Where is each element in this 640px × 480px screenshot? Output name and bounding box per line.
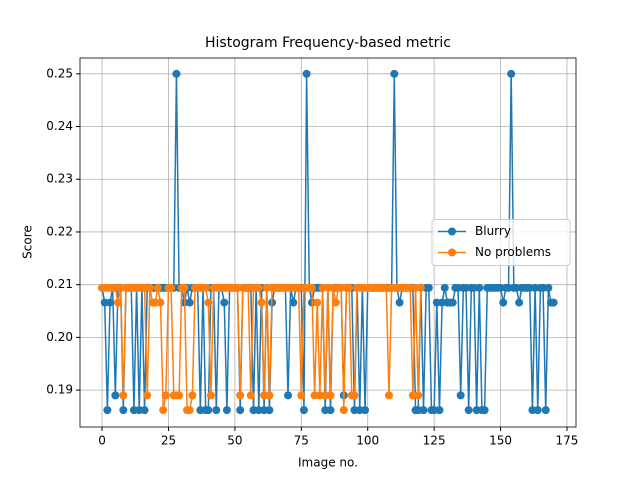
- data-point: [307, 283, 316, 292]
- data-point: [106, 298, 115, 307]
- data-point: [533, 406, 542, 415]
- data-point: [204, 406, 213, 415]
- data-point: [395, 298, 404, 307]
- y-tick-label: 0.23: [46, 172, 73, 186]
- data-point: [440, 283, 449, 292]
- data-point: [284, 391, 293, 400]
- data-point: [111, 391, 120, 400]
- data-point: [143, 391, 152, 400]
- data-point: [475, 283, 484, 292]
- y-tick-label: 0.21: [46, 277, 73, 291]
- data-point: [297, 391, 306, 400]
- data-point: [515, 298, 524, 307]
- data-point: [175, 391, 184, 400]
- data-point: [350, 391, 359, 400]
- data-point: [414, 391, 423, 400]
- y-tick-label: 0.24: [46, 119, 73, 133]
- legend-box: [431, 219, 571, 266]
- data-point: [246, 391, 255, 400]
- data-point: [361, 406, 370, 415]
- data-point: [103, 406, 112, 415]
- data-point: [188, 391, 197, 400]
- data-point: [464, 406, 473, 415]
- data-point: [119, 391, 128, 400]
- chart-title: Histogram Frequency-based metric: [205, 35, 451, 51]
- data-point: [254, 283, 263, 292]
- data-point: [236, 391, 245, 400]
- data-point: [204, 298, 213, 307]
- data-point: [201, 283, 210, 292]
- x-tick-label: 0: [98, 434, 106, 448]
- legend-label: No problems: [475, 245, 551, 259]
- data-point: [416, 283, 425, 292]
- data-point: [185, 298, 194, 307]
- plot-frame: [79, 57, 577, 428]
- data-point: [384, 391, 393, 400]
- legend: Blurry No problems: [431, 219, 571, 266]
- data-point: [507, 69, 516, 78]
- data-point: [544, 283, 553, 292]
- data-point: [172, 69, 181, 78]
- x-tick-label: 75: [294, 434, 309, 448]
- data-point: [206, 391, 215, 400]
- data-point: [212, 406, 221, 415]
- data-point: [345, 283, 354, 292]
- x-tick-label: 175: [556, 434, 579, 448]
- data-point: [113, 298, 122, 307]
- data-point: [435, 406, 444, 415]
- data-point: [549, 298, 558, 307]
- data-point: [156, 298, 165, 307]
- data-point: [185, 406, 194, 415]
- y-tick-label: 0.19: [46, 383, 73, 397]
- data-point: [419, 406, 428, 415]
- data-point: [390, 69, 399, 78]
- data-point: [313, 298, 322, 307]
- data-point: [326, 391, 335, 400]
- data-point: [339, 406, 348, 415]
- data-point: [236, 406, 245, 415]
- data-point: [145, 283, 154, 292]
- data-point: [265, 406, 274, 415]
- y-axis-label: Score: [21, 225, 35, 259]
- data-point: [220, 298, 229, 307]
- data-point: [161, 391, 170, 400]
- data-point: [326, 406, 335, 415]
- data-point: [159, 406, 168, 415]
- data-point: [499, 298, 508, 307]
- data-point: [140, 406, 149, 415]
- data-point: [302, 69, 311, 78]
- data-point: [153, 283, 162, 292]
- legend-marker: [448, 248, 456, 257]
- data-point: [222, 406, 231, 415]
- data-point: [265, 391, 274, 400]
- data-point: [331, 298, 340, 307]
- y-tick-label: 0.20: [46, 330, 73, 344]
- data-point: [541, 406, 550, 415]
- x-tick-label: 150: [489, 434, 512, 448]
- legend-label: Blurry: [475, 224, 511, 238]
- data-point: [424, 283, 433, 292]
- data-point: [167, 283, 176, 292]
- legend-marker: [448, 227, 456, 236]
- data-point: [180, 283, 189, 292]
- y-tick-label: 0.25: [46, 66, 73, 80]
- data-point: [257, 298, 266, 307]
- y-tick-label: 0.22: [46, 224, 73, 238]
- data-point: [480, 406, 489, 415]
- data-point: [456, 391, 465, 400]
- data-point: [299, 406, 308, 415]
- data-point: [448, 298, 457, 307]
- x-tick-label: 125: [423, 434, 446, 448]
- x-tick-label: 25: [161, 434, 176, 448]
- data-point: [119, 406, 128, 415]
- x-tick-label: 50: [227, 434, 242, 448]
- x-axis-label: Image no.: [298, 456, 358, 470]
- data-point: [289, 298, 298, 307]
- x-tick-label: 100: [356, 434, 379, 448]
